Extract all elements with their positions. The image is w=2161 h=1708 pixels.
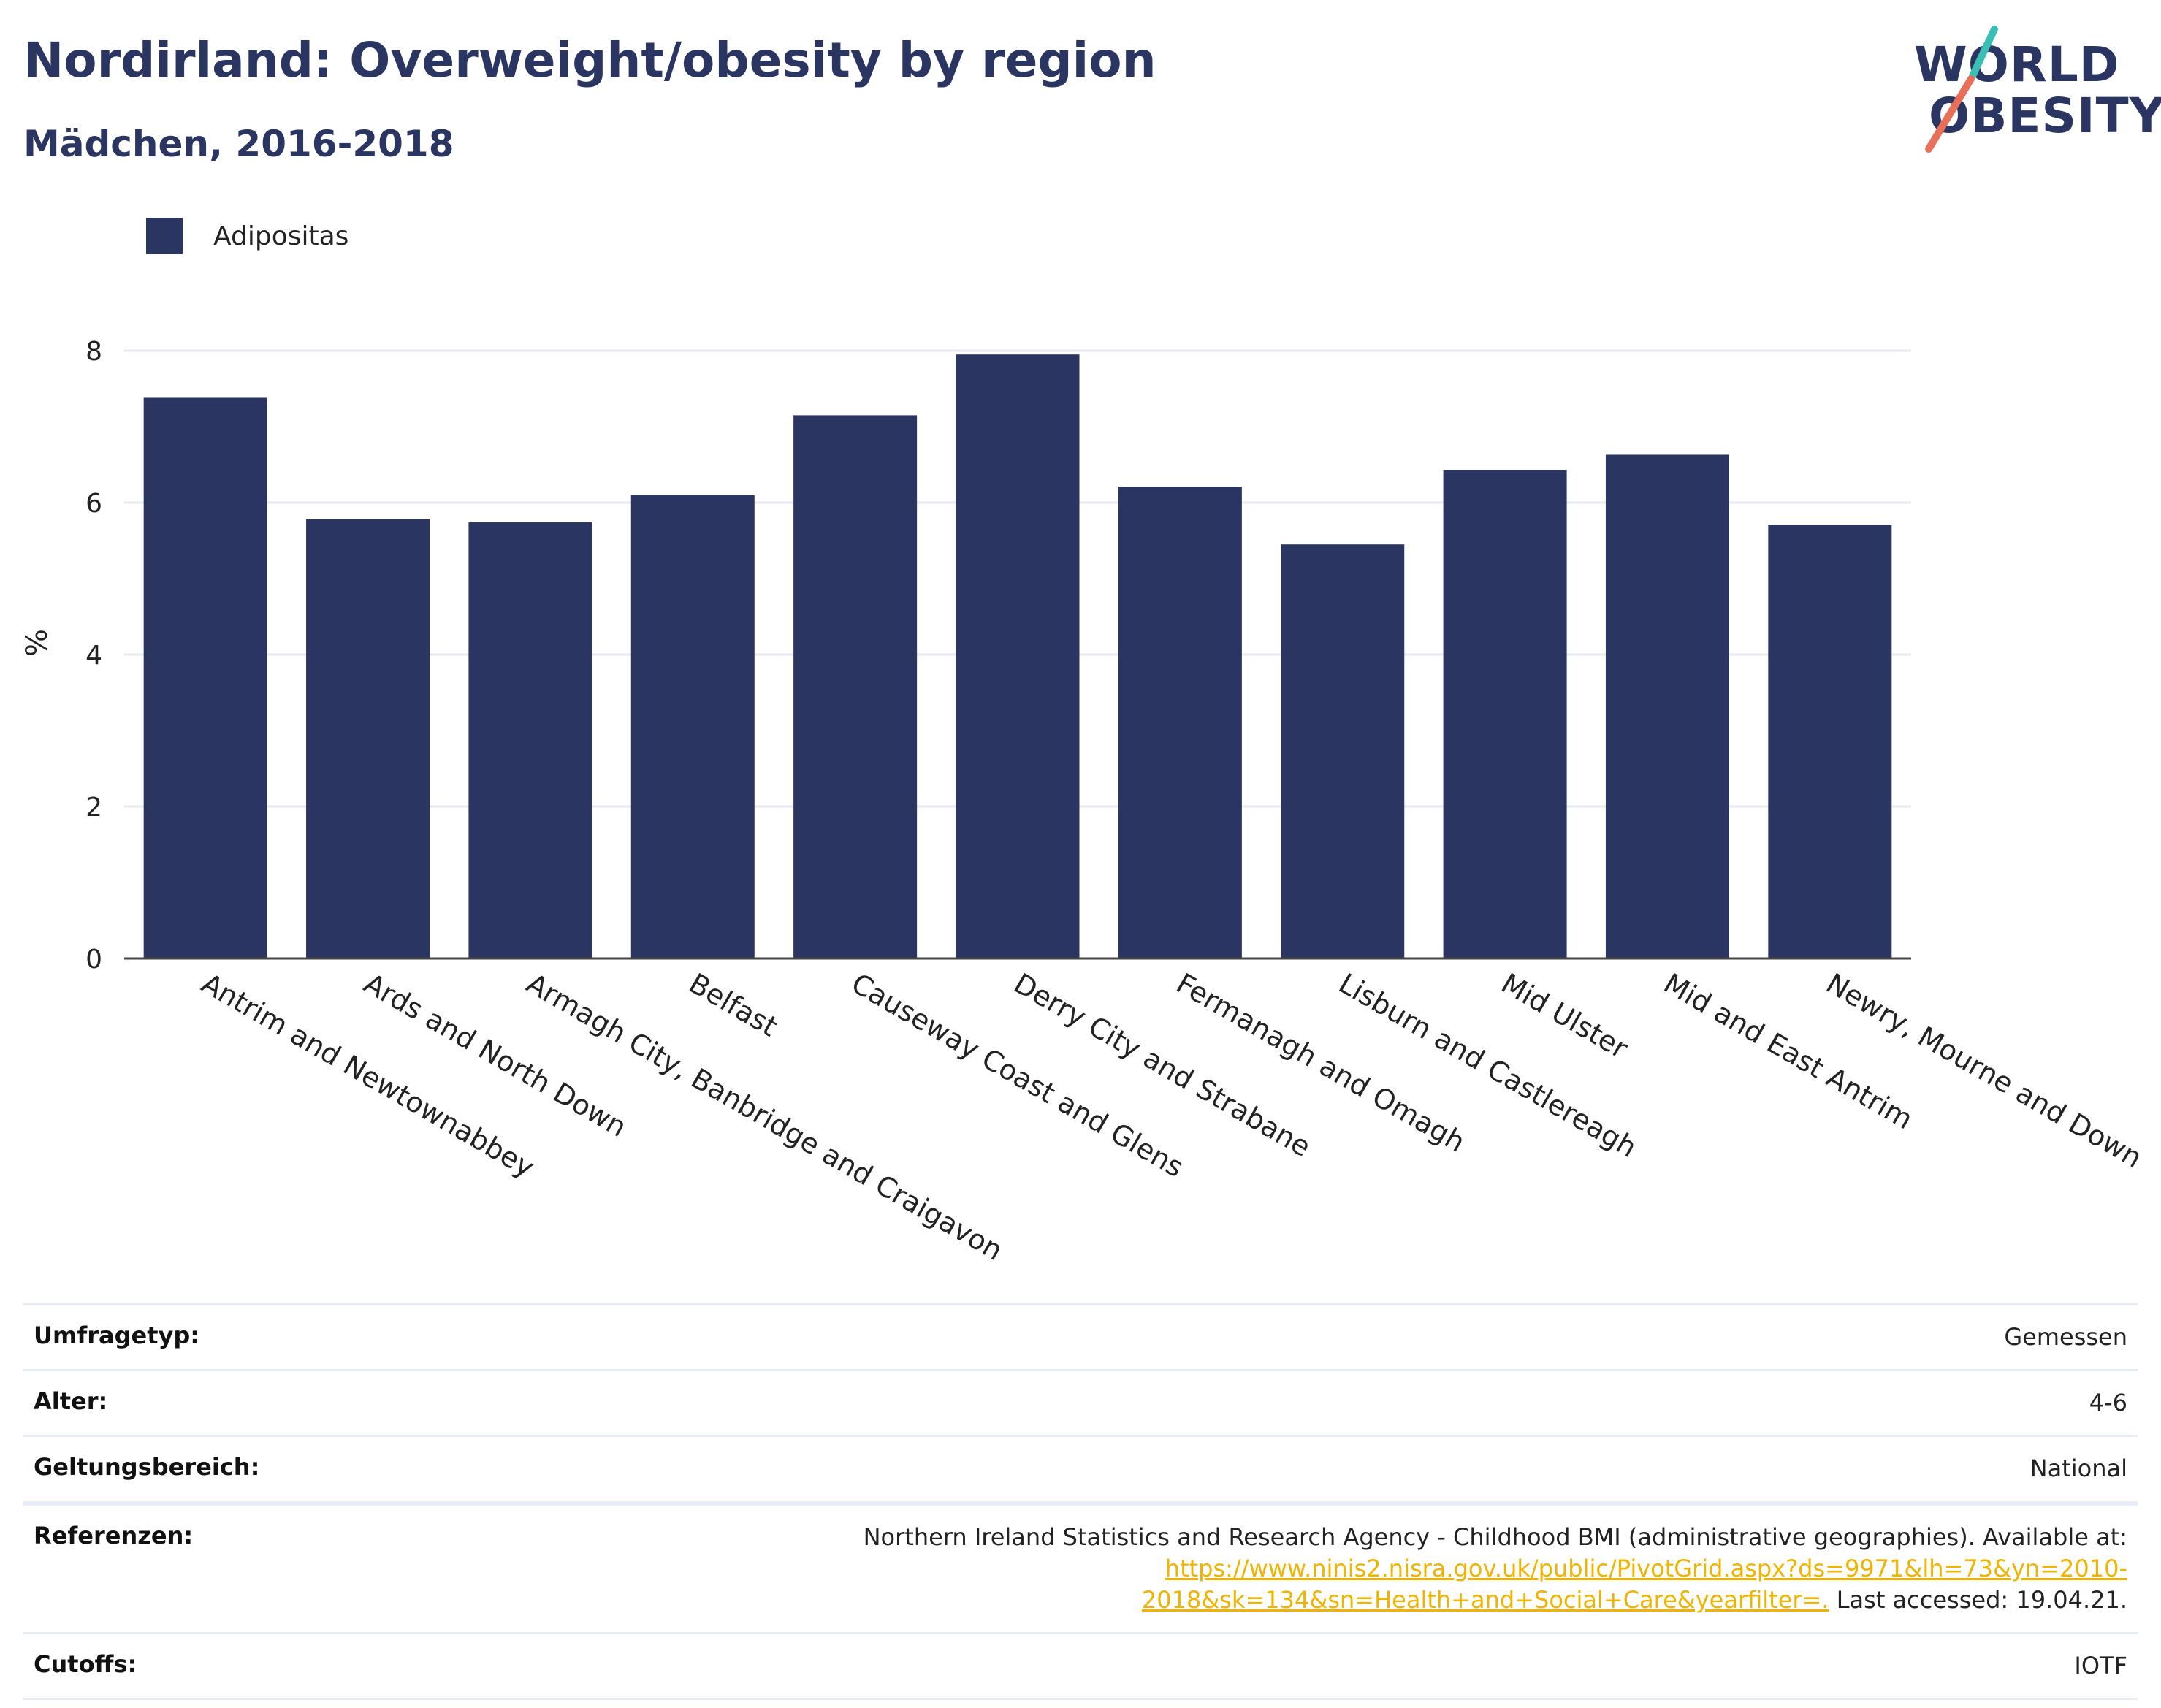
x-tick-label: Fermanagh and Omagh xyxy=(1171,967,1471,1159)
y-tick-label: 8 xyxy=(85,337,102,367)
y-tick-label: 0 xyxy=(85,945,102,975)
page-subtitle: Mädchen, 2016-2018 xyxy=(23,123,454,165)
info-value: 4-6 xyxy=(2089,1389,2127,1417)
info-label: Cutoffs: xyxy=(34,1650,137,1679)
y-tick-label: 2 xyxy=(85,793,102,823)
bar[interactable] xyxy=(1443,470,1567,958)
reference-accessed: Last accessed: 19.04.21. xyxy=(1836,1585,2127,1614)
info-row: Alter: 4-6 xyxy=(23,1369,2138,1435)
bar[interactable] xyxy=(306,519,430,958)
x-tick-label: Lisburn and Castlereagh xyxy=(1333,967,1642,1164)
y-tick-label: 6 xyxy=(85,489,102,519)
info-row: Umfragetyp: Gemessen xyxy=(23,1303,2138,1369)
info-value: Gemessen xyxy=(2004,1323,2127,1351)
y-tick-label: 4 xyxy=(85,641,102,671)
info-label: Alter: xyxy=(34,1387,108,1416)
bar[interactable] xyxy=(468,522,592,958)
page-title: Nordirland: Overweight/obesity by region xyxy=(23,32,1156,88)
x-tick-label: Mid Ulster xyxy=(1496,967,1634,1065)
legend-label: Adipositas xyxy=(213,221,349,251)
logo-line-1: WORLD xyxy=(1914,37,2120,93)
info-row-cutoffs: Cutoffs: IOTF xyxy=(23,1632,2138,1701)
bar[interactable] xyxy=(956,354,1080,958)
bar[interactable] xyxy=(793,415,918,958)
info-row: Geltungsbereich: National xyxy=(23,1435,2138,1503)
info-row-references: Referenzen: Northern Ireland Statistics … xyxy=(23,1503,2138,1633)
info-label: Referenzen: xyxy=(34,1521,194,1549)
info-table: Umfragetyp: Gemessen Alter: 4-6 Geltungsbere… xyxy=(23,1303,2138,1701)
x-tick-label: Ards and North Down xyxy=(359,967,632,1143)
logo-line-2: OBESITY xyxy=(1929,88,2161,144)
x-tick-label: Newry, Mourne and Down xyxy=(1821,967,2147,1175)
reference-link[interactable]: https://www.ninis2.nisra.gov.uk/public/P… xyxy=(1141,1554,2127,1614)
bar[interactable] xyxy=(1118,487,1242,958)
reference-text: Northern Ireland Statistics and Research… xyxy=(863,1522,2127,1551)
info-label: Umfragetyp: xyxy=(34,1322,200,1349)
logo-slash-icon xyxy=(1925,26,1998,153)
info-value: IOTF xyxy=(2074,1652,2127,1680)
bar[interactable] xyxy=(1281,544,1405,958)
chart-legend[interactable]: Adipositas xyxy=(146,218,348,254)
info-value: National xyxy=(2029,1455,2127,1483)
bar[interactable] xyxy=(1768,525,1892,958)
x-tick-label: Derry City and Strabane xyxy=(1009,967,1316,1163)
bar[interactable] xyxy=(143,397,267,958)
bar[interactable] xyxy=(630,495,755,958)
legend-swatch xyxy=(146,218,183,254)
info-label: Geltungsbereich: xyxy=(34,1453,260,1482)
reference-value: Northern Ireland Statistics and Research… xyxy=(856,1522,2138,1617)
y-axis-label: % xyxy=(20,629,54,657)
bars xyxy=(143,354,1892,958)
bar[interactable] xyxy=(1605,454,1729,958)
x-tick-label: Belfast xyxy=(684,967,783,1043)
world-obesity-logo: WORLD OBESITY xyxy=(1899,23,2161,155)
